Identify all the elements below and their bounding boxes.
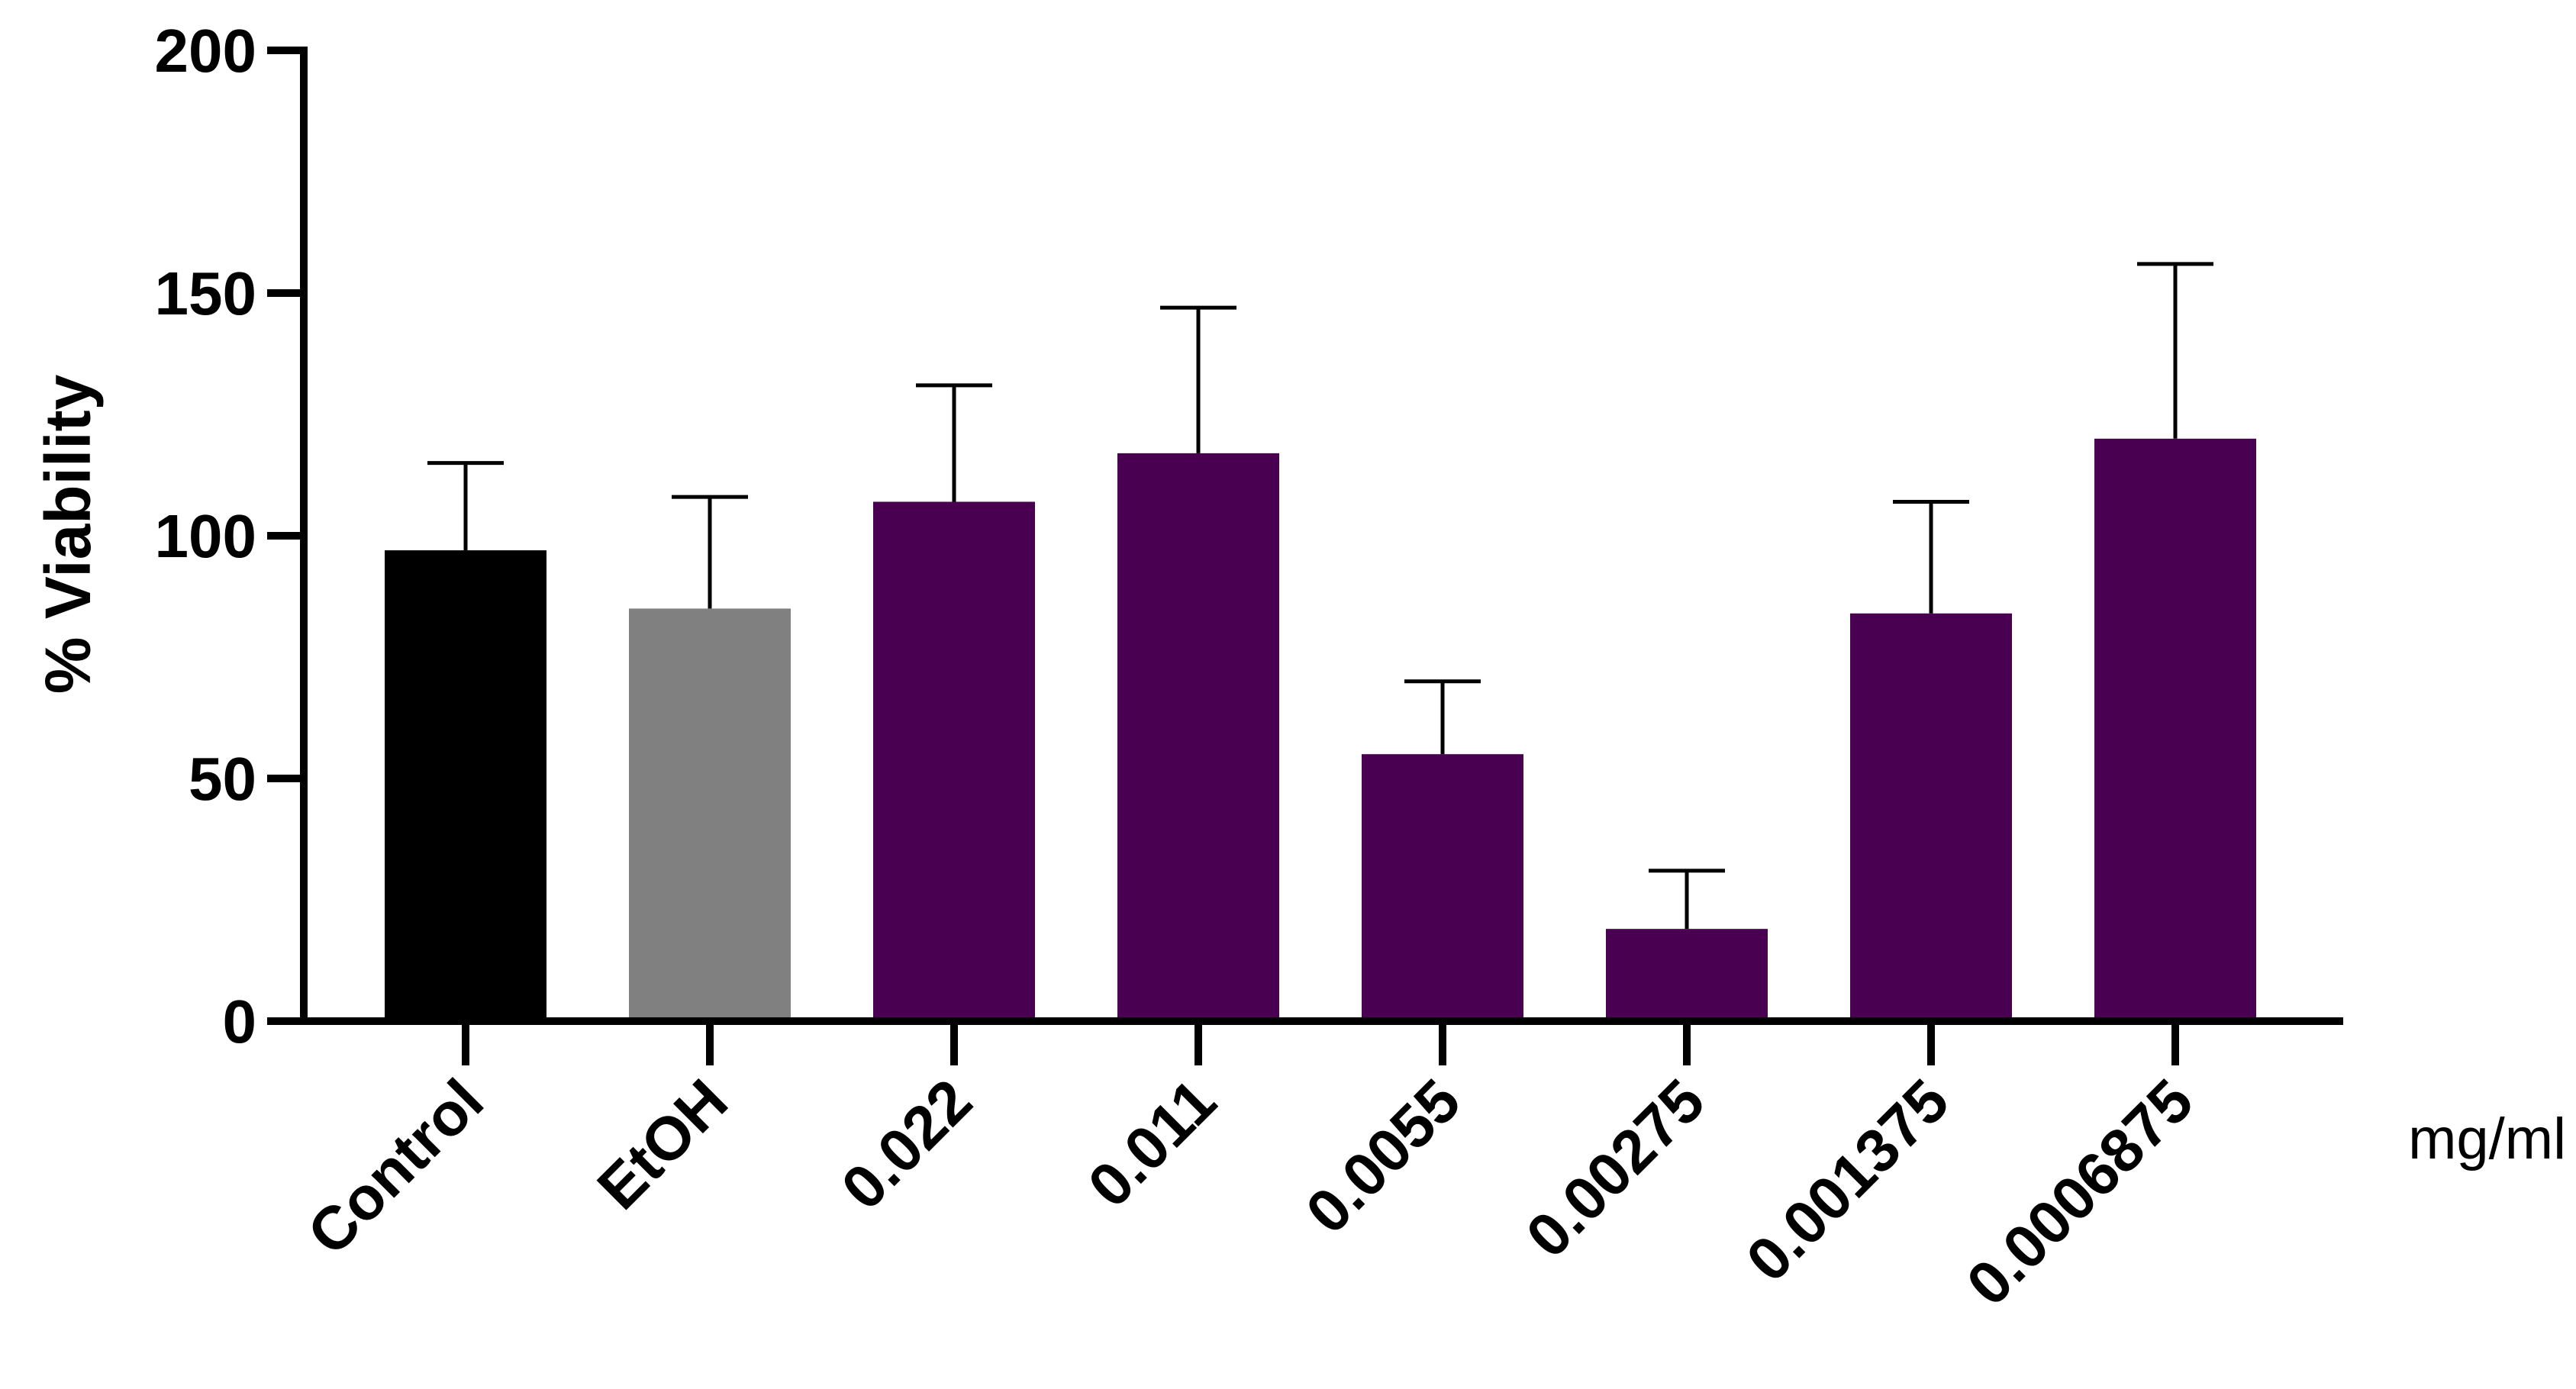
bar xyxy=(385,550,546,1021)
x-tick-label: 0.0006875 xyxy=(1954,1066,2206,1318)
error-bars-group xyxy=(427,262,2213,930)
y-axis-title: % Viability xyxy=(32,374,104,694)
bar xyxy=(2094,438,2256,1021)
x-unit-label: mg/ml xyxy=(2408,1107,2566,1171)
y-tick-label: 0 xyxy=(223,988,257,1055)
bar xyxy=(1850,613,2012,1021)
bar xyxy=(1606,929,1768,1021)
bar xyxy=(629,608,791,1021)
x-tick-label: 0.0055 xyxy=(1293,1066,1473,1246)
bar xyxy=(1117,453,1279,1021)
bar xyxy=(1362,754,1523,1021)
y-tick-label: 150 xyxy=(155,259,256,327)
y-tick-label: 200 xyxy=(155,17,256,85)
bars-group xyxy=(385,438,2256,1021)
y-axis: 0 50 100 150 200 xyxy=(155,17,308,1055)
x-axis: Control EtOH 0.022 0.011 0.0055 0.00275 0.0013… xyxy=(295,1017,2343,1318)
x-tick-label: 0.00275 xyxy=(1514,1066,1717,1270)
x-tick-label: Control xyxy=(295,1066,496,1268)
bar xyxy=(873,501,1035,1021)
y-tick-label: 100 xyxy=(155,502,256,570)
y-tick-label: 50 xyxy=(189,745,256,813)
x-tick-label: EtOH xyxy=(585,1066,740,1222)
x-tick-label: 0.011 xyxy=(1075,1066,1229,1220)
x-tick-label: 0.022 xyxy=(829,1066,985,1222)
x-tick-label: 0.001375 xyxy=(1733,1066,1962,1294)
